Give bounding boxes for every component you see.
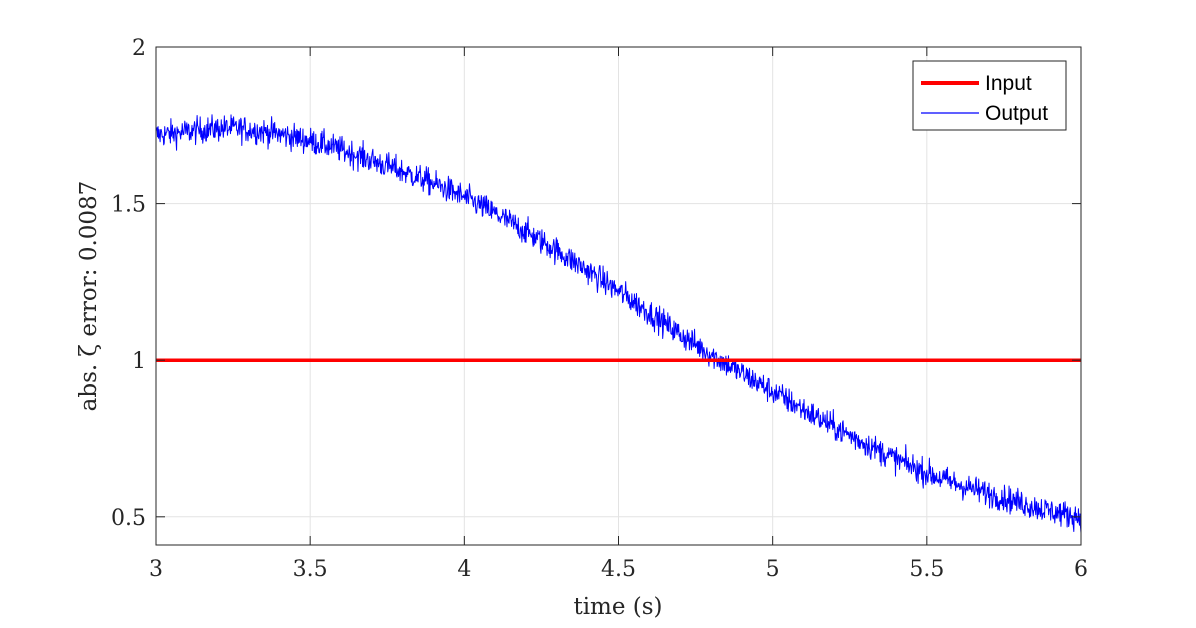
x-tick-label: 6 [1074, 557, 1088, 582]
legend-label-input: Input [985, 72, 1032, 95]
x-tick-label: 3 [149, 557, 163, 582]
legend-box [912, 60, 1067, 131]
x-tick-label: 5.5 [909, 557, 944, 582]
legend: Input Output [912, 60, 1067, 131]
x-tick-label: 5 [766, 557, 780, 582]
x-tick-label: 4 [457, 557, 471, 582]
series-line-output [155, 114, 1082, 533]
ticks: 3 3.5 4 4.5 5 5.5 6 0.5 1 1.5 2 [111, 36, 1088, 582]
y-axis-label: abs. ζ error: 0.0087 [76, 181, 102, 412]
y-tick-label: 0.5 [111, 506, 146, 531]
x-axis-label: time (s) [573, 594, 662, 620]
y-tick-label: 1.5 [111, 193, 146, 218]
y-tick-label: 2 [132, 36, 146, 61]
series-layer [155, 114, 1082, 533]
x-tick-label: 4.5 [601, 557, 636, 582]
x-tick-label: 3.5 [293, 557, 328, 582]
y-tick-label: 1 [132, 349, 146, 374]
legend-label-output: Output [985, 102, 1048, 125]
